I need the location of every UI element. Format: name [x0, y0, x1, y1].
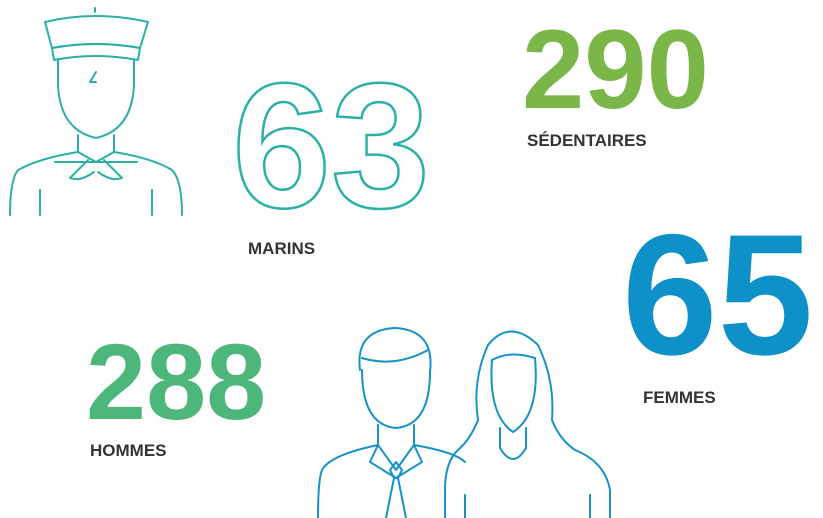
- people-icon: [317, 327, 611, 518]
- stat-label: FEMMES: [643, 388, 716, 407]
- sailor-icon: [9, 7, 183, 216]
- stat-label: MARINS: [248, 239, 315, 258]
- stat-value: 65: [622, 199, 813, 391]
- stat-label: HOMMES: [90, 441, 167, 460]
- stat-label: SÉDENTAIRES: [527, 131, 647, 150]
- stat-value: 63: [232, 46, 430, 245]
- stat-value: 290: [522, 7, 709, 132]
- stat-value: 288: [86, 321, 266, 442]
